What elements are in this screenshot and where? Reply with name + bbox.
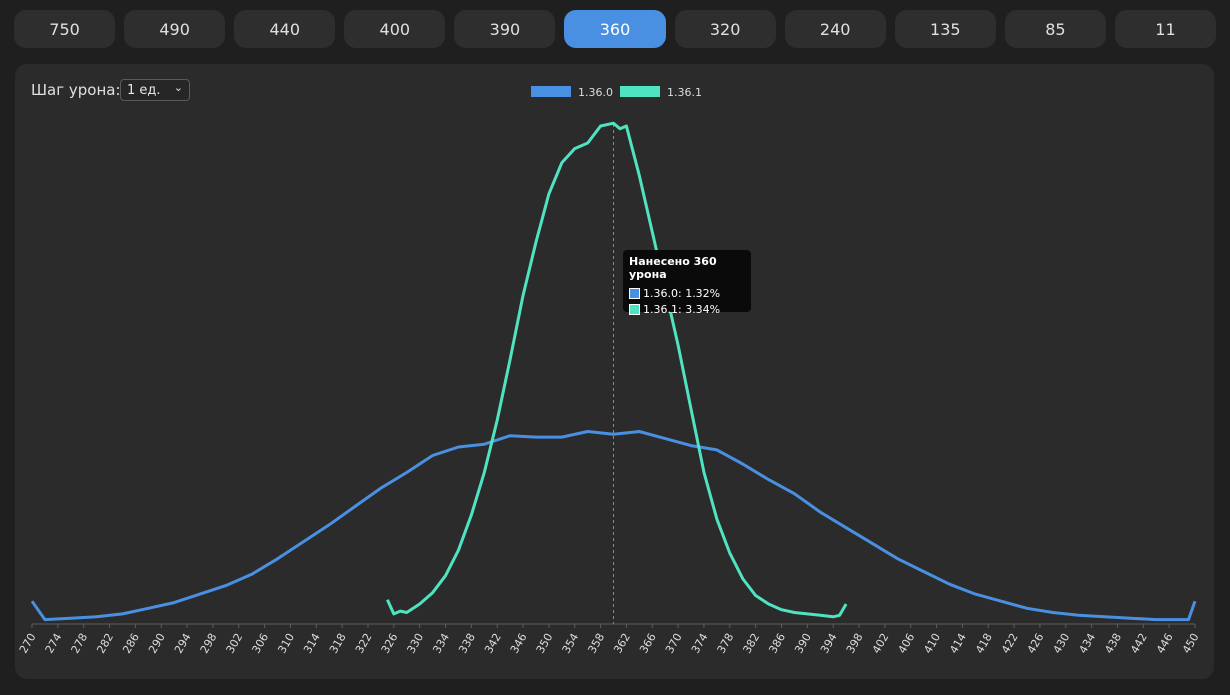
damage-step-label: Шаг урона: [31,81,121,99]
tooltip-value-1361: 1.36.1: 3.34% [643,302,721,316]
series-line-1361 [386,121,848,619]
tab-11[interactable]: 11 [1114,10,1217,48]
x-tick-label: 406 [896,631,918,656]
x-tick-label: 358 [585,631,607,656]
tab-320[interactable]: 320 [674,10,776,48]
x-tick-label: 278 [69,631,91,656]
tooltip-swatch-1360 [629,287,640,299]
series-line-1360 [30,430,1197,622]
x-tick-label: 382 [740,631,762,656]
damage-distribution-chart: 1.36.0 1.36.1 270 274 278 282 286 290 294 298 302… [17,86,1202,656]
x-tick-label: 410 [921,631,943,656]
x-tick-label: 322 [353,631,375,656]
x-tick-label: 342 [482,631,504,656]
x-tick-label: 386 [766,631,788,656]
legend-swatch-1.36.1[interactable] [620,86,660,97]
legend-label-1.36.0[interactable]: 1.36.0 [578,86,613,99]
x-tick-label: 446 [1154,631,1176,656]
tab-490[interactable]: 490 [124,10,226,48]
x-tick-label: 270 [17,631,39,656]
damage-step-value: 1 ед. [127,82,161,98]
x-tick-label: 346 [508,631,530,656]
x-tick-label: 414 [947,631,969,656]
x-tick-label: 438 [1102,631,1124,656]
x-tick-label: 326 [379,631,401,656]
x-tick-label: 394 [818,631,840,656]
tooltip-title: Нанесено 360 урона [629,255,717,281]
tab-360[interactable]: 360 [564,10,666,48]
x-tick-label: 274 [43,631,65,656]
x-tick-label: 334 [430,631,452,656]
x-tick-label: 362 [611,631,633,656]
x-tick-label: 374 [689,631,711,656]
chevron-down-icon: ⌄ [173,81,183,94]
tooltip-value-1360: 1.36.0: 1.32% [643,286,721,300]
x-tick-label: 350 [534,631,556,656]
x-tick-label: 354 [560,631,582,656]
x-tick-label: 338 [456,631,478,656]
x-tick-label: 318 [327,631,349,656]
x-tick-label: 370 [663,631,685,656]
x-tick-label: 426 [1025,631,1047,656]
tooltip-swatch-1361 [629,303,640,315]
tooltip-row-1360: 1.36.0: 1.32% [629,285,745,301]
x-tick-label: 314 [301,631,323,656]
x-tick-label: 302 [224,631,246,656]
x-tick-label: 282 [94,631,116,656]
legend-label-1.36.1[interactable]: 1.36.1 [667,86,702,99]
x-tick-label: 422 [999,631,1021,656]
x-tick-label: 310 [275,631,297,656]
x-tick-label: 390 [792,631,814,656]
x-tick-label: 290 [146,631,168,656]
x-tick-label: 398 [844,631,866,656]
tab-400[interactable]: 400 [344,10,446,48]
tab-390[interactable]: 390 [454,10,556,48]
value-tabs: 750 490 440 400 390 360 320 240 135 85 11 [14,10,1217,48]
damage-step-select[interactable]: 1 ед. ⌄ [120,79,190,101]
tooltip-row-1361: 1.36.1: 3.34% [629,301,745,317]
chart-panel: Шаг урона: 1 ед. ⌄ 1.36.0 1.36.1 270 274 27… [15,64,1214,679]
x-tick-label: 286 [120,631,142,656]
x-tick-label: 378 [715,631,737,656]
tab-440[interactable]: 440 [234,10,336,48]
x-tick-label: 434 [1076,631,1098,656]
tab-240[interactable]: 240 [784,10,886,48]
x-tick-label: 330 [405,631,427,656]
x-tick-label: 306 [249,631,271,656]
x-tick-label: 402 [870,631,892,656]
x-tick-label: 366 [637,631,659,656]
tab-85[interactable]: 85 [1004,10,1106,48]
chart-tooltip: Нанесено 360 урона 1.36.0: 1.32% 1.36.1:… [623,250,751,316]
tab-135[interactable]: 135 [894,10,996,48]
x-tick-label: 450 [1180,631,1202,656]
x-tick-label: 298 [198,631,220,656]
x-tick-label: 294 [172,631,194,656]
x-tick-label: 430 [1051,631,1073,656]
x-tick-label: 418 [973,631,995,656]
x-tick-label: 442 [1128,631,1150,656]
legend-swatch-1.36.0[interactable] [531,86,571,97]
tab-750[interactable]: 750 [14,10,116,48]
